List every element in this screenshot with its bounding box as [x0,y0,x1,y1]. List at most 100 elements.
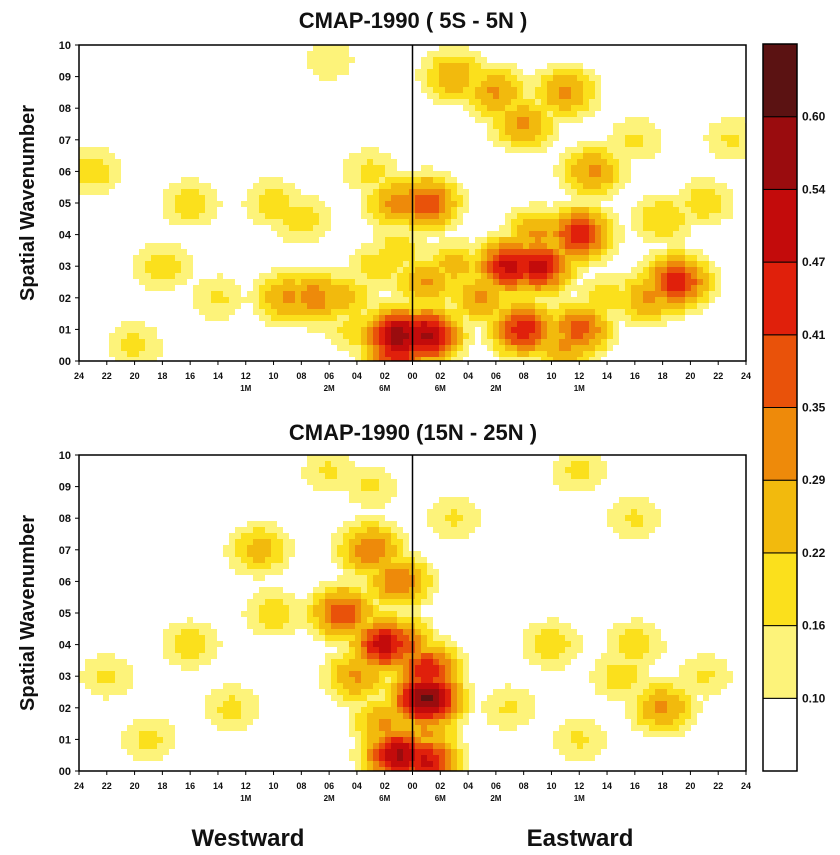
top-heat-cell [133,351,139,357]
top-heat-cell [511,141,517,147]
top-heat-cell [631,213,637,219]
bottom-heat-cell [505,701,511,707]
top-heat-cell [649,153,655,159]
top-heat-cell [433,63,439,69]
bottom-heat-cell [343,545,349,551]
bottom-heat-cell [445,647,451,653]
bottom-heat-cell [175,647,181,653]
bottom-heat-cell [421,641,427,647]
bottom-heat-cell [463,527,469,533]
top-heat-cell [637,201,643,207]
top-heat-cell [319,51,325,57]
bottom-heat-cell [391,719,397,725]
bottom-heat-cell [385,581,391,587]
top-heat-cell [655,291,661,297]
top-heat-cell [169,267,175,273]
top-heat-cell [649,261,655,267]
top-heat-cell [637,219,643,225]
bottom-heat-cell [415,683,421,689]
top-heat-cell [307,279,313,285]
bottom-heat-cell [613,689,619,695]
top-heat-cell [373,333,379,339]
top-heat-cell [355,183,361,189]
bottom-heat-cell [127,731,133,737]
top-heat-cell [349,159,355,165]
top-heat-cell [331,273,337,279]
bottom-heat-cell [619,509,625,515]
top-heat-cell [583,279,589,285]
top-heat-cell [481,111,487,117]
top-heat-cell [481,273,487,279]
top-heat-cell [643,135,649,141]
top-heat-cell [295,315,301,321]
top-heat-cell [373,147,379,153]
top-heat-cell [535,327,541,333]
top-heat-cell [451,339,457,345]
top-heat-cell [379,231,385,237]
bottom-heat-cell [313,617,319,623]
bottom-heat-cell [205,707,211,713]
top-heat-cell [145,285,151,291]
top-heat-cell [619,297,625,303]
bottom-heat-cell [337,557,343,563]
top-heat-cell [367,303,373,309]
bottom-heat-cell [421,629,427,635]
bottom-heat-cell [397,749,403,755]
bottom-xtick-label: 20 [130,781,140,791]
top-heat-cell [601,285,607,291]
bottom-heat-cell [343,677,349,683]
bottom-heat-cell [433,743,439,749]
top-heat-cell [547,123,553,129]
top-heat-cell [475,63,481,69]
top-heat-cell [499,357,505,361]
bottom-heat-cell [643,701,649,707]
bottom-heat-cell [367,497,373,503]
bottom-heat-cell [217,713,223,719]
top-heat-cell [469,321,475,327]
bottom-heat-cell [385,737,391,743]
bottom-heat-cell [205,653,211,659]
bottom-heat-cell [367,545,373,551]
top-heat-cell [457,63,463,69]
bottom-heat-cell [415,665,421,671]
top-heat-cell [673,207,679,213]
bottom-heat-cell [247,695,253,701]
top-heat-cell [385,201,391,207]
top-xtick-label: 12 [241,371,251,381]
top-heat-cell [685,219,691,225]
top-heat-cell [457,243,463,249]
top-heat-cell [415,315,421,321]
bottom-heat-cell [457,719,463,725]
top-heat-cell [619,183,625,189]
bottom-heat-cell [379,635,385,641]
top-heat-cell [133,345,139,351]
bottom-heat-cell [463,713,469,719]
bottom-heat-cell [79,677,85,683]
top-heat-cell [661,273,667,279]
bottom-heat-cell [529,707,535,713]
top-heat-cell [451,99,457,105]
top-heat-cell [349,315,355,321]
bottom-heat-cell [187,641,193,647]
top-heat-cell [475,297,481,303]
bottom-heat-cell [457,533,463,539]
top-heat-cell [463,273,469,279]
bottom-heat-cell [559,647,565,653]
bottom-heat-cell [445,701,451,707]
top-heat-cell [493,261,499,267]
bottom-heat-cell [625,689,631,695]
bottom-heat-cell [415,551,421,557]
top-heat-cell [325,75,331,81]
bottom-heat-cell [397,545,403,551]
bottom-heat-cell [655,677,661,683]
bottom-heat-cell [643,497,649,503]
top-heat-cell [343,63,349,69]
bottom-heat-cell [379,485,385,491]
top-heat-cell [571,243,577,249]
top-heat-cell [655,213,661,219]
top-heat-cell [421,87,427,93]
bottom-heat-cell [373,569,379,575]
bottom-heat-cell [277,593,283,599]
top-heat-cell [367,165,373,171]
top-heat-cell [163,195,169,201]
